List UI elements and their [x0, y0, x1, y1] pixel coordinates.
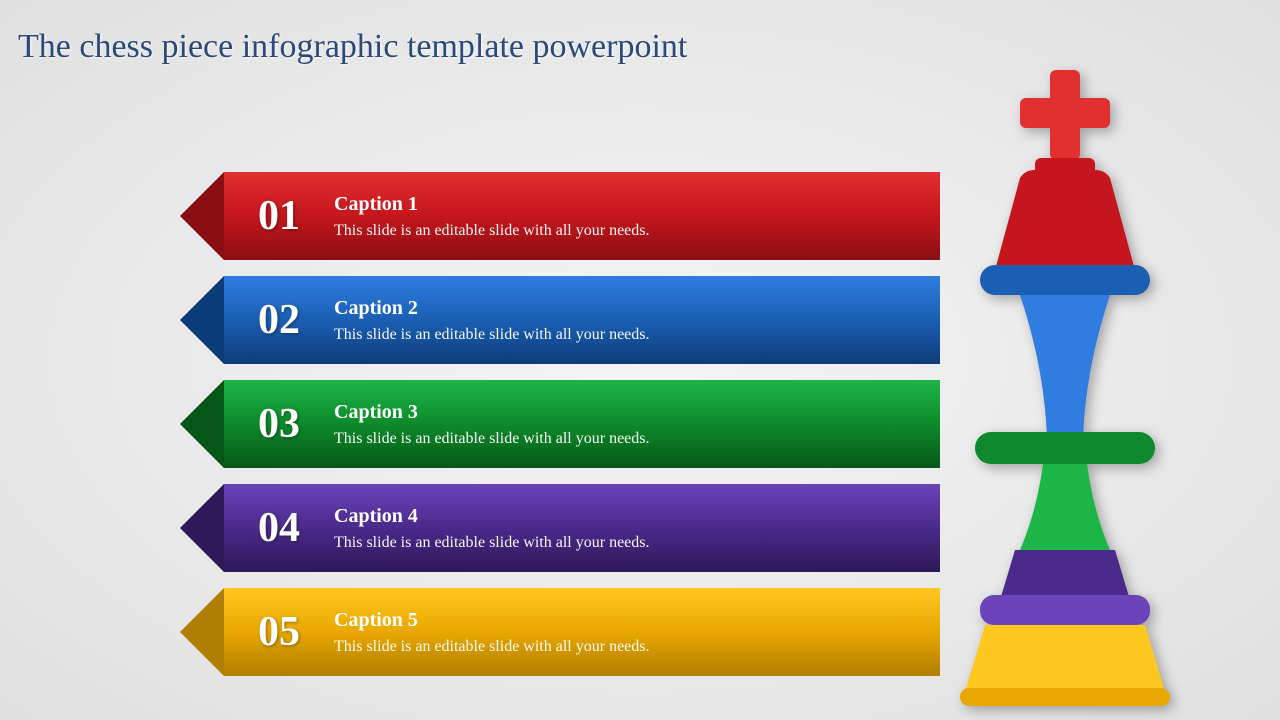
- bar-desc: This slide is an editable slide with all…: [334, 430, 920, 448]
- chess-cross: [1020, 70, 1110, 160]
- chess-hip: [1000, 550, 1130, 600]
- bar-number: 04: [224, 504, 334, 552]
- chess-king-icon: [925, 70, 1205, 710]
- bars-container: 01Caption 1 This slide is an editable sli…: [180, 172, 940, 692]
- bar-text: Caption 4 This slide is an editable slide…: [334, 505, 940, 552]
- bar-row: 05Caption 5 This slide is an editable sli…: [180, 588, 940, 676]
- bar-arrow-icon: [180, 380, 224, 468]
- bar-desc: This slide is an editable slide with all…: [334, 222, 920, 240]
- bar-number: 05: [224, 608, 334, 656]
- bar-row: 04Caption 4 This slide is an editable sli…: [180, 484, 940, 572]
- bar-number: 02: [224, 296, 334, 344]
- bar-desc: This slide is an editable slide with all…: [334, 534, 920, 552]
- chess-base: [967, 625, 1164, 695]
- bar-arrow-icon: [180, 484, 224, 572]
- chess-crown: [995, 170, 1135, 270]
- chess-collar-top: [980, 265, 1150, 295]
- bar-body: 03Caption 3 This slide is an editable sli…: [224, 380, 940, 468]
- chess-neck: [1020, 295, 1110, 440]
- bar-body: 04Caption 4 This slide is an editable sli…: [224, 484, 940, 572]
- bar-text: Caption 1 This slide is an editable slide…: [334, 193, 940, 240]
- bar-caption: Caption 2: [334, 297, 920, 320]
- bar-text: Caption 3 This slide is an editable slide…: [334, 401, 940, 448]
- bar-desc: This slide is an editable slide with all…: [334, 326, 920, 344]
- bar-desc: This slide is an editable slide with all…: [334, 638, 920, 656]
- bar-caption: Caption 5: [334, 609, 920, 632]
- bar-text: Caption 2 This slide is an editable slide…: [334, 297, 940, 344]
- bar-body: 02Caption 2 This slide is an editable sli…: [224, 276, 940, 364]
- bar-row: 03Caption 3 This slide is an editable sli…: [180, 380, 940, 468]
- bar-text: Caption 5 This slide is an editable slide…: [334, 609, 940, 656]
- chess-collar-mid: [975, 432, 1155, 464]
- bar-arrow-icon: [180, 172, 224, 260]
- chess-base-top: [980, 595, 1150, 625]
- bar-body: 01Caption 1 This slide is an editable sli…: [224, 172, 940, 260]
- bar-caption: Caption 1: [334, 193, 920, 216]
- bar-number: 01: [224, 192, 334, 240]
- bar-row: 02Caption 2 This slide is an editable sli…: [180, 276, 940, 364]
- bar-arrow-icon: [180, 276, 224, 364]
- chess-base-foot: [960, 688, 1170, 706]
- bar-caption: Caption 3: [334, 401, 920, 424]
- bar-row: 01Caption 1 This slide is an editable sli…: [180, 172, 940, 260]
- bar-body: 05Caption 5 This slide is an editable sli…: [224, 588, 940, 676]
- chess-body: [1020, 464, 1110, 550]
- bar-caption: Caption 4: [334, 505, 920, 528]
- bar-number: 03: [224, 400, 334, 448]
- bar-arrow-icon: [180, 588, 224, 676]
- page-title: The chess piece infographic template pow…: [18, 28, 687, 66]
